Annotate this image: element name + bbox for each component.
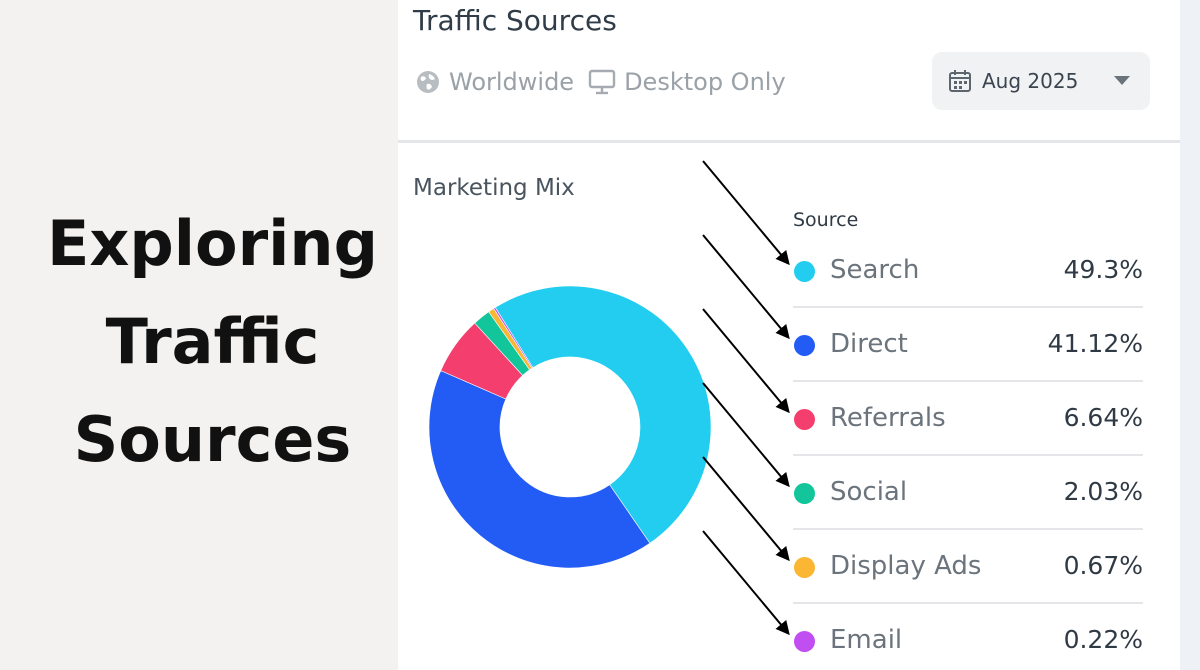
headline-line-1: Exploring	[47, 207, 378, 280]
date-range-select[interactable]: Aug 2025	[932, 52, 1150, 110]
legend-value: 49.3%	[1063, 255, 1143, 284]
globe-icon	[417, 71, 439, 93]
legend-label: Referrals	[830, 403, 946, 433]
donut-slice-email[interactable]	[493, 307, 534, 369]
page-edge	[1180, 0, 1200, 670]
donut-slice-direct[interactable]	[428, 370, 651, 569]
legend-swatch	[794, 335, 815, 356]
section-title: Marketing Mix	[413, 175, 575, 201]
headline-line-2: Traffic	[105, 305, 320, 378]
legend-item-referrals[interactable]: Referrals 6.64%	[793, 382, 1143, 456]
legend-header: Source	[793, 209, 859, 231]
filter-bar: Worldwide Desktop Only	[415, 66, 800, 98]
legend-value: 41.12%	[1047, 329, 1143, 358]
legend-value: 0.22%	[1063, 625, 1143, 654]
legend-value: 0.67%	[1063, 551, 1143, 580]
donut-chart	[428, 285, 712, 569]
legend-swatch	[794, 557, 815, 578]
filter-desktop-only-label: Desktop Only	[624, 68, 786, 96]
legend-item-search[interactable]: Search 49.3%	[793, 234, 1143, 308]
panel-title: Traffic Sources	[413, 4, 617, 37]
headline-line-3: Sources	[73, 403, 352, 476]
section-divider	[398, 140, 1180, 143]
legend-label: Display Ads	[830, 551, 982, 581]
chevron-down-icon	[1114, 76, 1130, 85]
legend-item-social[interactable]: Social 2.03%	[793, 456, 1143, 530]
monitor-icon	[588, 69, 616, 95]
legend-item-display-ads[interactable]: Display Ads 0.67%	[793, 530, 1143, 604]
filter-worldwide[interactable]: Worldwide	[415, 68, 574, 96]
donut-slice-search[interactable]	[494, 285, 712, 544]
legend-swatch	[794, 409, 815, 430]
legend-swatch	[794, 631, 815, 652]
headline: Exploring Traffic Sources	[20, 195, 405, 489]
filter-worldwide-label: Worldwide	[449, 68, 575, 96]
legend-item-direct[interactable]: Direct 41.12%	[793, 308, 1143, 382]
date-range-value: Aug 2025	[982, 69, 1079, 93]
legend-swatch	[794, 261, 815, 282]
legend-label: Social	[830, 477, 908, 507]
chart-legend: Search 49.3% Direct 41.12% Referrals 6.64% Soc…	[793, 234, 1143, 670]
legend-value: 6.64%	[1063, 403, 1143, 432]
calendar-icon	[949, 70, 971, 92]
legend-item-email[interactable]: Email 0.22%	[793, 604, 1143, 670]
legend-label: Email	[830, 625, 903, 655]
legend-swatch	[794, 483, 815, 504]
legend-value: 2.03%	[1063, 477, 1143, 506]
legend-label: Direct	[830, 329, 908, 359]
legend-label: Search	[830, 255, 920, 285]
filter-desktop-only[interactable]: Desktop Only	[588, 68, 786, 96]
